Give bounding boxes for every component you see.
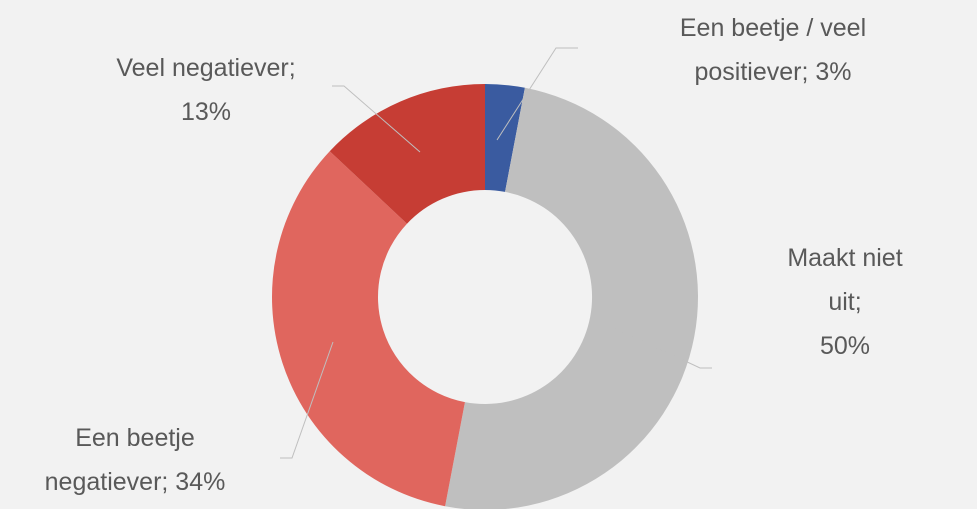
donut-slice (445, 87, 699, 509)
data-label: Maakt niet uit; 50% (787, 244, 903, 360)
donut-slice (271, 151, 465, 507)
donut-slice (329, 84, 485, 224)
leader-line (614, 327, 712, 369)
data-label: Veel negatiever; 13% (116, 54, 296, 126)
data-label: Een beetje negatiever; 34% (44, 424, 226, 496)
slices (271, 84, 699, 509)
leader-line (496, 47, 578, 141)
leader-line (280, 341, 334, 459)
donut-slice (485, 84, 525, 192)
data-label: Een beetje / veel positiever; 3% (679, 14, 867, 86)
leader-line (332, 85, 421, 153)
